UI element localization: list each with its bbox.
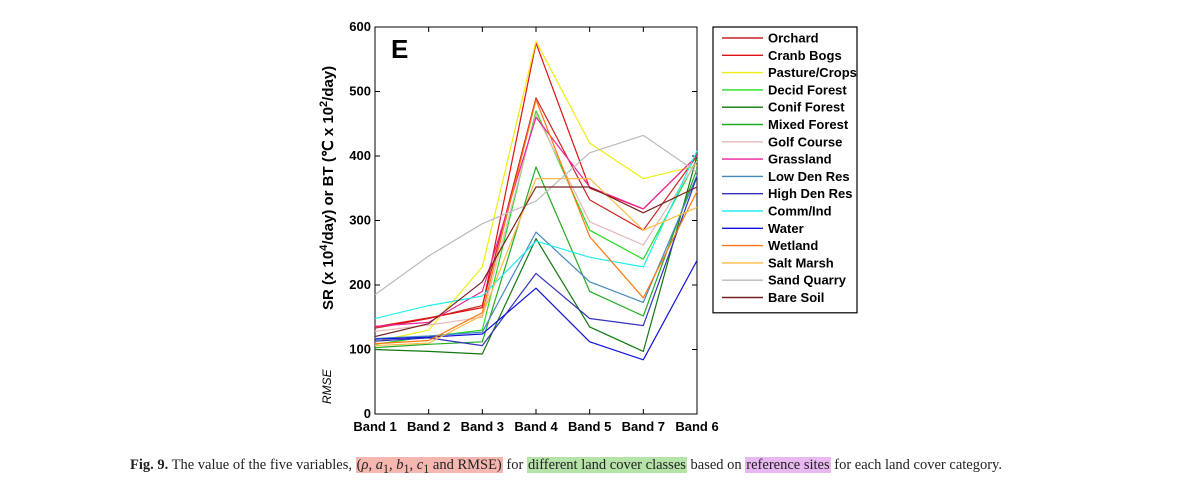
caption-sep-1: , [368, 457, 376, 473]
legend-label-low-den-res: Low Den Res [768, 169, 850, 184]
series-line-high-den-res [374, 176, 698, 347]
plot-area: 0 100 200 300 400 500 600 Band 1 Band 2 Band 3 Ban… [349, 19, 718, 434]
series-line-orchard [374, 97, 698, 329]
caption-highlight-classes: different land cover classes [526, 457, 687, 473]
legend-label-wetland: Wetland [768, 238, 818, 253]
x-tick-label: Band 5 [568, 419, 611, 434]
y-tick-label: 600 [349, 19, 371, 34]
caption-text-mid-1: for [502, 457, 527, 473]
y-axis-title: SR (x 104/day) or BT (℃ x 102/day) [318, 66, 337, 310]
x-tick-label: Band 1 [353, 419, 396, 434]
caption-close-paren: and RMSE) [429, 457, 502, 473]
y-axis-title-part-b: /day) or BT (℃ x 10 [320, 107, 337, 245]
series-line-cranb-bogs [374, 42, 698, 328]
legend-box [712, 26, 858, 314]
series-line-grassland [374, 116, 698, 327]
legend-label-water: Water [768, 221, 804, 236]
y-tick-label: 200 [349, 277, 371, 292]
legend-label-salt-marsh: Salt Marsh [768, 255, 834, 270]
y-axis-title-sup-b: 2 [318, 101, 330, 107]
x-tick-label: Band 6 [675, 419, 718, 434]
caption-text-pre: The value of the five variables, [168, 457, 356, 473]
x-tick-label: Band 3 [461, 419, 504, 434]
caption-c: c [416, 457, 424, 473]
x-tick-label: Band 4 [514, 419, 558, 434]
plot-frame [374, 26, 698, 415]
legend-label-bare-soil: Bare Soil [768, 290, 824, 305]
caption-rho: ρ [361, 457, 369, 473]
panel-label: E [391, 34, 408, 64]
y-axis-title-part-c: /day) [320, 66, 337, 101]
caption-fig-number: Fig. 9. [130, 457, 169, 473]
caption-sep-3: , [409, 457, 417, 473]
caption-b-sub: 1 [403, 461, 410, 476]
caption-b: b [396, 457, 404, 473]
legend-label-grassland: Grassland [768, 152, 832, 167]
legend-label-cranb-bogs: Cranb Bogs [768, 48, 842, 63]
legend-label-high-den-res: High Den Res [768, 186, 853, 201]
legend-label-sand-quarry: Sand Quarry [768, 273, 847, 288]
series-line-wetland [374, 99, 698, 345]
series-line-pasture-crops [374, 40, 698, 343]
caption-text-mid-2: based on [686, 457, 746, 473]
figure-caption: Fig. 9. The value of the five variables,… [130, 457, 1130, 477]
legend-label-conif-forest: Conif Forest [768, 100, 845, 115]
legend-label-mixed-forest: Mixed Forest [768, 117, 849, 132]
series-line-golf-course [374, 113, 698, 332]
caption-highlight-variables: (ρ, a1, b1, c1 and RMSE) [355, 457, 503, 476]
y-tick-label: 500 [349, 84, 371, 99]
caption-sep-2: , [388, 457, 397, 473]
caption-c-sub: 1 [423, 461, 430, 476]
caption-open-paren: ( [356, 457, 362, 473]
series-line-salt-marsh [374, 178, 698, 347]
legend-label-pasture-crops: Pasture/Crops [768, 65, 857, 80]
series-layer [374, 40, 698, 361]
x-tick-label: Band 7 [622, 419, 665, 434]
legend-label-decid-forest: Decid Forest [768, 82, 847, 97]
series-line-mixed-forest [374, 166, 698, 349]
series-line-conif-forest [374, 155, 698, 355]
caption-text-post: for each land cover category. [830, 457, 1002, 473]
rmse-annotation: RMSE [320, 368, 334, 404]
y-tick-label: 0 [364, 406, 371, 421]
x-tick-label: Band 2 [407, 419, 450, 434]
line-chart: 0 100 200 300 400 500 600 Band 1 Band 2 Band 3 Ban… [318, 19, 858, 434]
y-tick-label: 100 [349, 342, 371, 357]
series-line-bare-soil [374, 186, 698, 338]
caption-a: a [375, 457, 383, 473]
caption-a-sub: 1 [382, 461, 389, 476]
y-axis-title-sup-a: 4 [318, 244, 330, 251]
y-axis-title-part-a: SR (x 10 [320, 251, 337, 310]
series-line-water [374, 260, 698, 361]
y-tick-label: 400 [349, 148, 371, 163]
legend-label-golf-course: Golf Course [768, 134, 842, 149]
y-tick-label: 300 [349, 213, 371, 228]
series-line-comm-ind [374, 150, 698, 320]
legend-label-orchard: Orchard [768, 31, 819, 46]
legend: Orchard Cranb Bogs Pasture/Crops Decid Fore… [712, 26, 858, 314]
series-line-sand-quarry [374, 134, 698, 296]
legend-label-comm-ind: Comm/Ind [768, 204, 832, 219]
series-line-low-den-res [374, 175, 698, 340]
caption-highlight-sites: reference sites [745, 457, 831, 473]
